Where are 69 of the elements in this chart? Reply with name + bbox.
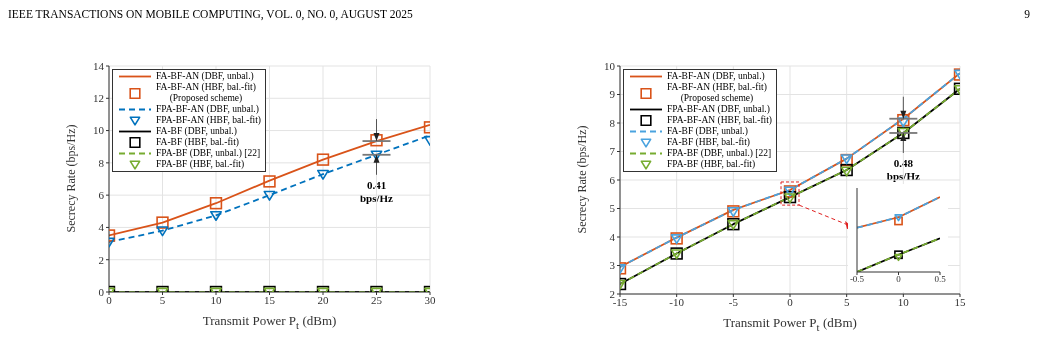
x-tick-label: 10 <box>897 295 910 308</box>
x-tick-label: 30 <box>424 293 436 306</box>
point <box>156 216 169 229</box>
y-tick-label: 12 <box>93 92 104 105</box>
x-tick-label: -0.5 <box>849 274 865 285</box>
x-tick-label: -15 <box>612 295 628 308</box>
point <box>316 153 330 166</box>
y-axis-title: Secrecy Rate (bps/Hz) <box>574 124 590 236</box>
x-tick-label: 0 <box>106 293 113 306</box>
y-tick-label: 9 <box>609 88 616 101</box>
y-tick-label: 8 <box>98 156 105 169</box>
point <box>263 190 276 201</box>
legend-label: FA-BF-AN (DBF, unbal.) <box>667 71 765 82</box>
point <box>209 197 223 210</box>
legend-label: FPA-BF (HBF, bal.-fit) <box>156 159 245 170</box>
text: 9 <box>1024 8 1030 20</box>
x-tick-label: 5 <box>159 293 166 306</box>
x-tick-label: 0 <box>896 274 902 285</box>
y-tick-label: 4 <box>609 230 616 243</box>
legend-label: FPA-BF (HBF, bal.-fit) <box>667 159 756 170</box>
legend-label: FA-BF (HBF, bal.-fit) <box>156 137 239 148</box>
annotation: 0.41 bps/Hz <box>359 178 394 205</box>
point <box>210 210 222 222</box>
x-tick-label: 0 <box>787 295 794 308</box>
y-tick-label: 4 <box>98 221 105 234</box>
y-tick-label: 0 <box>98 285 105 298</box>
legend-label: FPA-BF-AN (HBF, bal.-fit) <box>667 115 772 126</box>
legend-label: FPA-BF-AN (DBF, unbal.) <box>667 104 770 115</box>
y-tick-label: 5 <box>609 202 616 215</box>
x-tick-label: 5 <box>843 295 850 308</box>
annotation: 0.48 bps/Hz <box>885 156 921 183</box>
x-axis-title: Transmit Power P$_{t}$ (dBm) <box>722 315 858 334</box>
legend-label: FA-BF (DBF, unbal.) <box>156 126 237 137</box>
point <box>370 134 383 147</box>
legend-label: FA-BF-AN (DBF, unbal.) <box>156 71 254 82</box>
legend-label: FPA-BF (DBF, unbal.) [22] <box>156 148 261 159</box>
y-tick-label: 8 <box>609 116 616 129</box>
text: IEEE TRANSACTIONS ON MOBILE COMPUTING, VOL. 0, NO. 0, AUGUST 2025 <box>8 8 413 20</box>
point <box>263 175 276 188</box>
x-tick-label: 10 <box>210 293 222 306</box>
y-tick-label: 2 <box>98 253 104 266</box>
x-tick-label: 15 <box>264 293 276 306</box>
point <box>156 226 169 237</box>
x-tick-label: 0.5 <box>934 274 947 285</box>
legend-label: FA-BF (DBF, unbal.) <box>667 126 748 137</box>
x-axis-title: Transmit Power P$_{t}$ (dBm) <box>201 313 338 333</box>
y-tick-label: 7 <box>609 145 616 158</box>
x-tick-label: 15 <box>954 295 966 308</box>
legend-label: FA-BF-AN (HBF, bal.-fit) (Proposed scheme) <box>156 82 256 104</box>
x-tick-label: -10 <box>669 295 685 308</box>
x-tick-label: -5 <box>728 295 739 308</box>
legend-label: FPA-BF (DBF, unbal.) [22] <box>667 148 772 159</box>
y-tick-label: 2 <box>609 287 615 300</box>
y-tick-label: 6 <box>609 173 616 186</box>
x-tick-label: 25 <box>371 293 383 306</box>
y-tick-label: 3 <box>609 259 616 272</box>
legend-label: FPA-BF-AN (HBF, bal.-fit) <box>156 115 261 126</box>
y-tick-label: 10 <box>604 59 616 72</box>
point <box>897 117 910 128</box>
legend-label: FPA-BF-AN (DBF, unbal.) <box>156 104 259 115</box>
x-tick-label: 20 <box>317 293 329 306</box>
point <box>897 113 910 127</box>
y-axis-title: Secrecy Rate (bps/Hz) <box>63 123 79 235</box>
legend-label: FA-BF-AN (HBF, bal.-fit) (Proposed scheme) <box>667 82 767 104</box>
point <box>317 169 329 180</box>
y-tick-label: 6 <box>98 189 105 202</box>
y-tick-label: 10 <box>93 124 105 137</box>
legend-label: FA-BF (HBF, bal.-fit) <box>667 137 750 148</box>
y-tick-label: 14 <box>93 59 105 72</box>
